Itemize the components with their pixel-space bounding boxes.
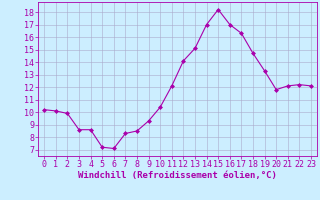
X-axis label: Windchill (Refroidissement éolien,°C): Windchill (Refroidissement éolien,°C) [78, 171, 277, 180]
